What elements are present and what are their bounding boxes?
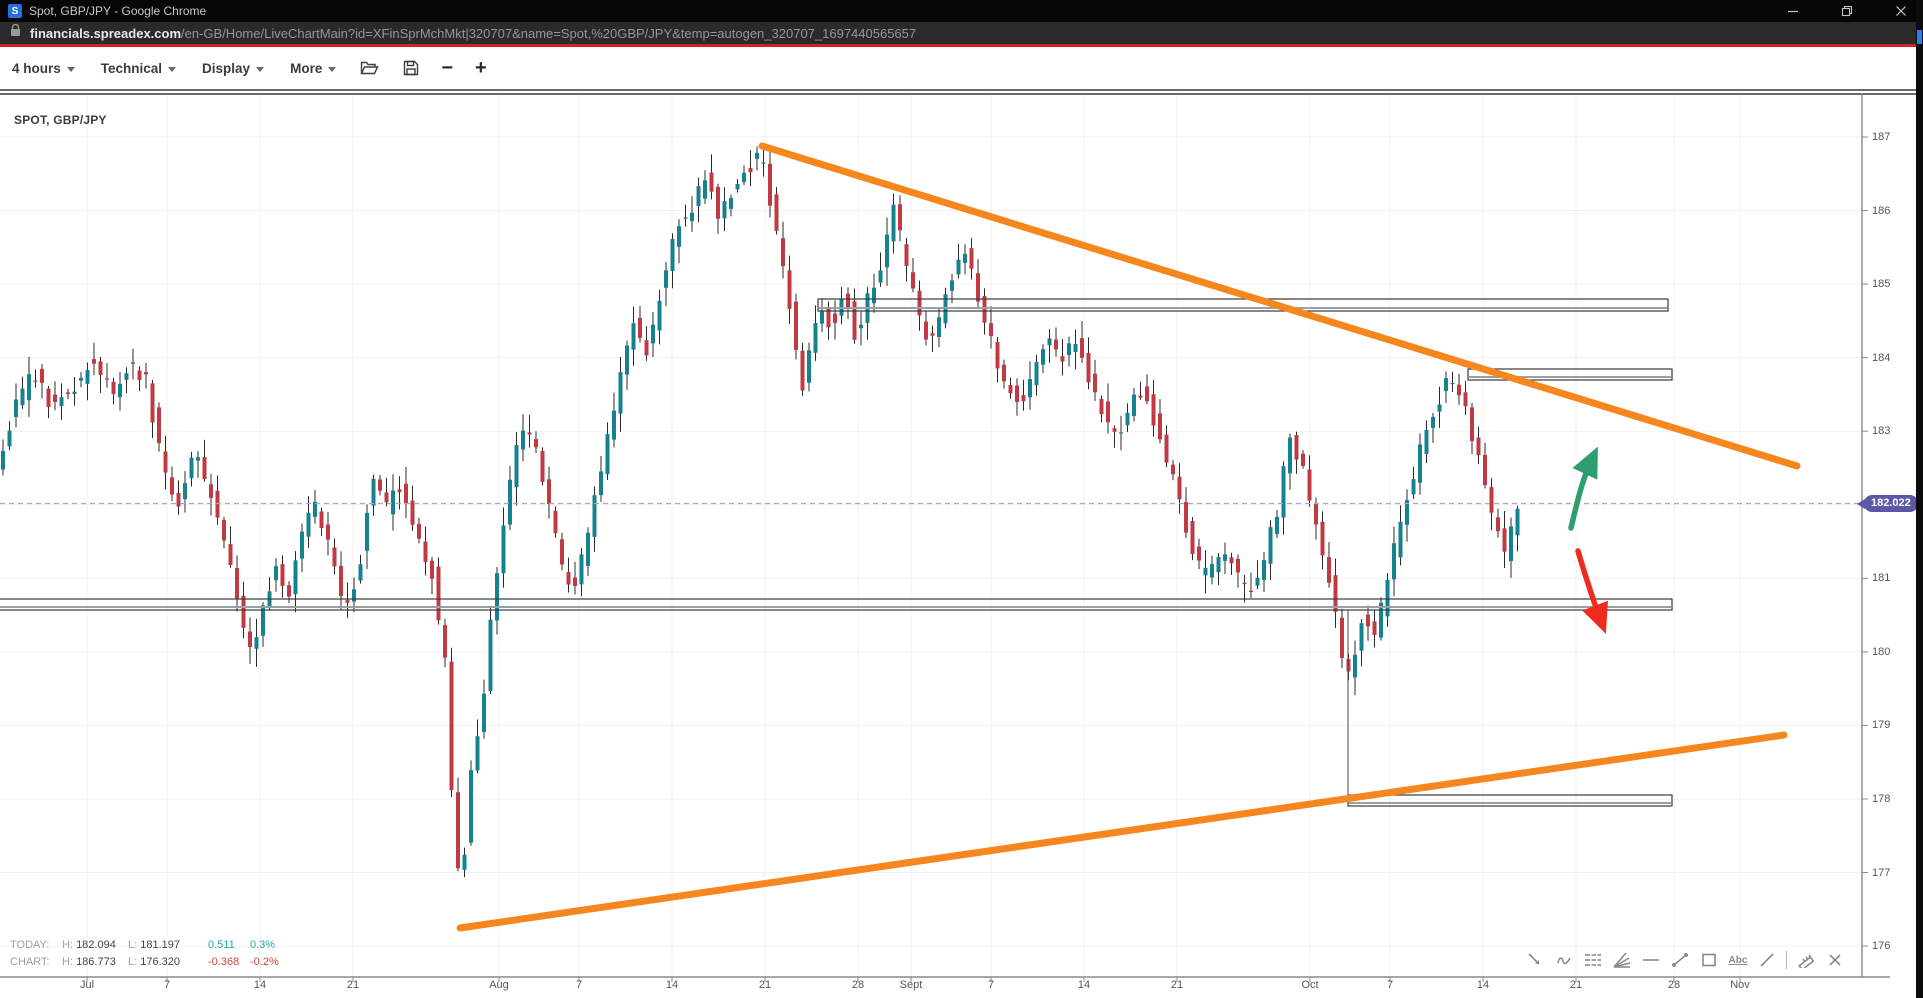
chart-change: -0.368 <box>208 955 240 968</box>
trendline[interactable] <box>758 142 1801 470</box>
time-axis-label: Jul <box>79 979 95 991</box>
price-axis-label: 186 <box>1872 204 1891 217</box>
zoom-out-button[interactable]: − <box>441 57 454 79</box>
chart-high: 186.773 <box>76 955 116 968</box>
time-axis-label: Oct <box>1301 979 1319 991</box>
url-text: financials.spreadex.com/en-GB/Home/LiveC… <box>30 26 916 41</box>
symbol-label: SPOT, GBP/JPY <box>14 113 107 127</box>
url-path: /en-GB/Home/LiveChartMain?id=XFinSprMchM… <box>181 25 917 41</box>
today-change-pct: 0.3% <box>250 938 276 951</box>
pointer-arrow-tool[interactable] <box>1525 950 1545 970</box>
site-favicon: S <box>8 4 22 18</box>
measure-tool[interactable] <box>1796 950 1816 970</box>
page-scrollbar[interactable] <box>1916 0 1923 998</box>
interval-dropdown[interactable]: 4 hours <box>12 61 75 76</box>
price-axis-label: 177 <box>1872 866 1891 879</box>
time-axis-label: Sept <box>899 979 923 991</box>
chevron-down-icon <box>168 66 177 72</box>
price-zone-rectangles[interactable] <box>0 298 1673 807</box>
price-axis-label: 181 <box>1872 572 1891 585</box>
time-axis-label: 14 <box>1476 979 1490 991</box>
price-axis-label: 176 <box>1872 940 1891 953</box>
time-axis-label: 7 <box>987 979 995 991</box>
scrollbar-thumb[interactable] <box>1917 30 1922 44</box>
freehand-curve-tool[interactable] <box>1554 950 1574 970</box>
time-axis-label: 21 <box>758 979 772 991</box>
time-axis-label: 21 <box>346 979 360 991</box>
diagonal-line-tool[interactable] <box>1757 950 1777 970</box>
close-button[interactable] <box>1889 2 1913 20</box>
time-axis-label: Aug <box>489 979 509 991</box>
time-axis-label: 7 <box>575 979 583 991</box>
trendline[interactable] <box>456 731 1788 932</box>
restore-button[interactable] <box>1835 2 1859 20</box>
candlestick-series <box>1 146 1520 878</box>
gridlines <box>0 95 1862 977</box>
toolbar-divider <box>1786 951 1787 969</box>
session-stats: TODAY: H: 182.094 L: 181.197 0.511 0.3% … <box>10 936 290 970</box>
drawing-toolbar: Abc <box>1525 950 1845 970</box>
chart-svg <box>0 93 1916 982</box>
up-arrow-drawing[interactable] <box>1568 446 1598 531</box>
chart-canvas[interactable]: SPOT, GBP/JPY 18718618518418318218118017… <box>0 93 1923 998</box>
horizontal-line-tool[interactable] <box>1641 950 1661 970</box>
price-axis-label: 178 <box>1872 792 1891 805</box>
technical-dropdown[interactable]: Technical <box>101 61 177 76</box>
down-arrow-drawing[interactable] <box>1575 548 1608 634</box>
today-low: 181.197 <box>140 938 181 951</box>
price-axis-label: 179 <box>1872 719 1891 732</box>
today-high: 182.094 <box>76 938 116 951</box>
open-folder-button[interactable] <box>360 60 379 76</box>
window-title: Spot, GBP/JPY - Google Chrome <box>29 4 207 18</box>
time-axis-label: 7 <box>1386 979 1394 991</box>
today-stats-row: TODAY: H: 182.094 L: 181.197 0.511 0.3% <box>10 936 290 953</box>
brand-accent-line <box>0 44 1923 47</box>
minimize-button[interactable] <box>1781 2 1805 20</box>
price-axis-label: 180 <box>1872 645 1891 658</box>
trend-line-tool[interactable] <box>1670 950 1690 970</box>
more-dropdown[interactable]: More <box>290 61 337 76</box>
price-axis-label: 183 <box>1872 425 1891 438</box>
url-domain: financials.spreadex.com <box>30 25 182 41</box>
save-button[interactable] <box>403 60 419 76</box>
lock-icon[interactable] <box>10 23 21 42</box>
time-axis-label: 14 <box>1077 979 1091 991</box>
zoom-in-button[interactable]: + <box>475 57 487 79</box>
text-tool[interactable]: Abc <box>1728 954 1748 966</box>
time-axis-label: 28 <box>851 979 865 991</box>
current-price-badge: 182.022 <box>1857 495 1918 512</box>
time-axis-label: 28 <box>1667 979 1681 991</box>
clear-drawings-button[interactable] <box>1825 950 1845 970</box>
address-bar[interactable]: financials.spreadex.com/en-GB/Home/LiveC… <box>0 22 1923 44</box>
chart-toolbar: 4 hours Technical Display More − + <box>0 47 1923 91</box>
fibonacci-grid-tool[interactable] <box>1583 950 1603 970</box>
today-change: 0.511 <box>208 938 235 951</box>
time-axis-label: 14 <box>665 979 679 991</box>
time-axis-label: 21 <box>1170 979 1184 991</box>
price-axis-label: 187 <box>1872 131 1891 143</box>
fan-lines-tool[interactable] <box>1612 950 1632 970</box>
chevron-down-icon <box>328 66 337 72</box>
time-axis-label: 7 <box>163 979 171 991</box>
chart-stats-row: CHART: H: 186.773 L: 176.320 -0.368 -0.2… <box>10 953 290 970</box>
time-axis-label: 14 <box>253 979 267 991</box>
display-dropdown[interactable]: Display <box>202 61 265 76</box>
time-axis-label: Nov <box>1730 979 1750 991</box>
window-titlebar: S Spot, GBP/JPY - Google Chrome <box>0 0 1923 22</box>
price-axis-label: 184 <box>1872 351 1891 364</box>
rectangle-tool[interactable] <box>1699 950 1719 970</box>
chevron-down-icon <box>256 66 265 72</box>
time-axis-label: 21 <box>1569 979 1583 991</box>
chart-low: 176.320 <box>140 955 181 968</box>
chevron-down-icon <box>66 66 75 72</box>
chart-change-pct: -0.2% <box>250 955 279 968</box>
price-axis-label: 185 <box>1872 278 1891 291</box>
